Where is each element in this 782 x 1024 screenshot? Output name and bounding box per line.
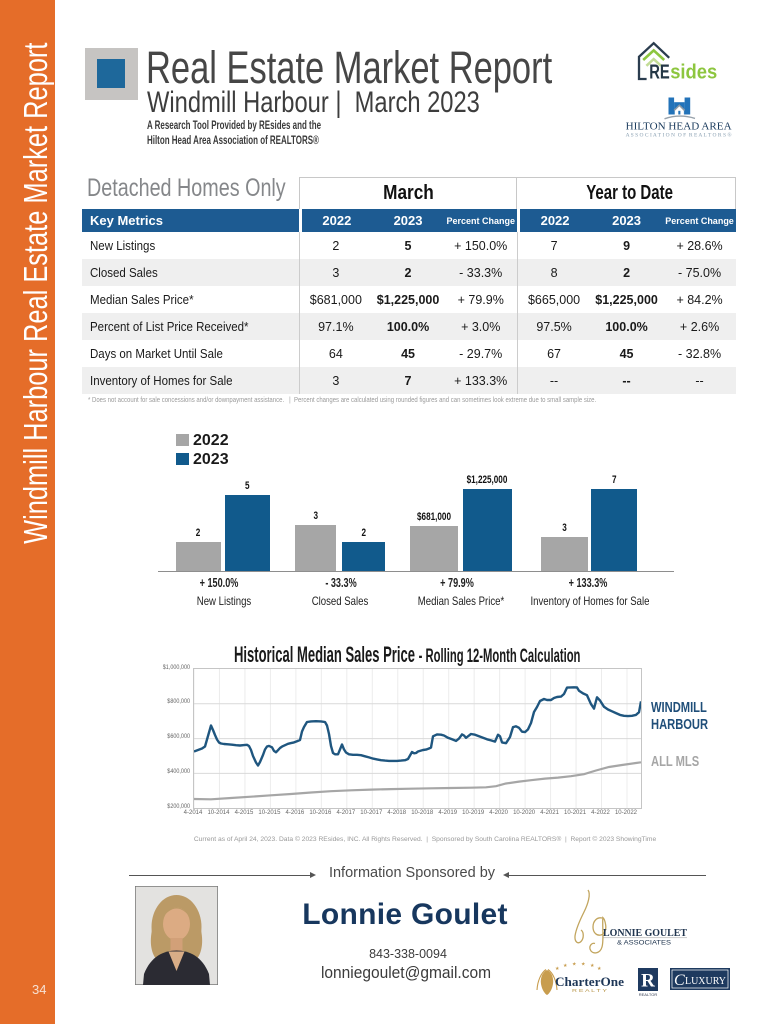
svg-text:& ASSOCIATES: & ASSOCIATES — [617, 940, 672, 947]
svg-text:REALTOR: REALTOR — [639, 992, 658, 997]
svg-text:★: ★ — [555, 966, 560, 972]
svg-text:sides: sides — [670, 62, 717, 84]
svg-text:HILTON HEAD AREA: HILTON HEAD AREA — [626, 121, 732, 133]
svg-text:R E A L T Y: R E A L T Y — [572, 988, 607, 993]
svg-text:★: ★ — [597, 966, 602, 972]
svg-text:RE: RE — [649, 62, 670, 84]
svg-text:R: R — [641, 971, 655, 992]
svg-text:CharterOne: CharterOne — [555, 974, 624, 989]
svg-text:★: ★ — [581, 962, 586, 968]
svg-text:LONNIE GOULET: LONNIE GOULET — [603, 928, 687, 939]
svg-text:★: ★ — [572, 962, 577, 968]
svg-text:LUXURY: LUXURY — [685, 975, 726, 987]
svg-text:★: ★ — [590, 963, 595, 969]
svg-text:A S S O C I A T I O N O F R: A S S O C I A T I O N O F R E A L T O R … — [626, 132, 732, 138]
svg-text:★: ★ — [563, 963, 568, 969]
svg-text:C: C — [674, 972, 685, 989]
